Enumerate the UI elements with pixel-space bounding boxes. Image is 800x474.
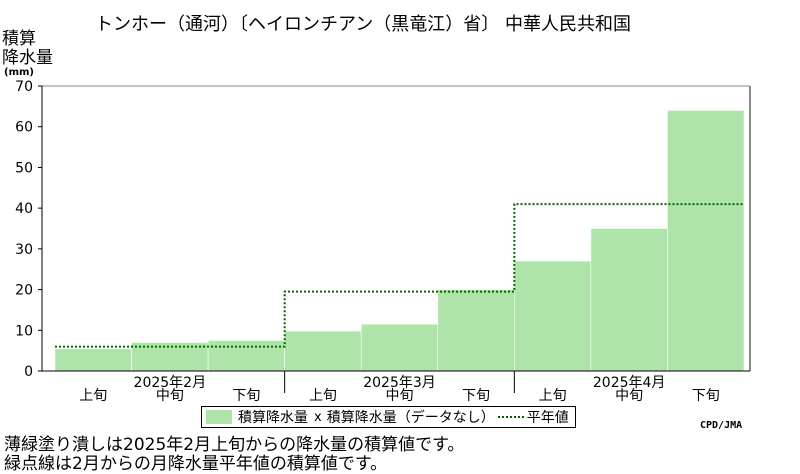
y-tick-label-50: 50 xyxy=(15,160,33,176)
y-tick-label-30: 30 xyxy=(15,242,33,258)
bar-4 xyxy=(284,330,362,372)
credit-text: CPD/JMA xyxy=(700,420,743,431)
legend-swatch-observed xyxy=(206,410,232,424)
y-tick-label-70: 70 xyxy=(15,79,33,95)
period-label-7: 上旬 xyxy=(539,388,567,404)
period-label-1: 上旬 xyxy=(79,388,107,404)
accumulated-bars xyxy=(54,110,745,372)
y-tick-label-0: 0 xyxy=(24,364,33,380)
period-label-8: 中旬 xyxy=(615,388,643,404)
bar-5 xyxy=(360,323,439,372)
y-tick-label-20: 20 xyxy=(15,283,33,299)
y-axis-label: 積算 降水量 xyxy=(2,30,53,68)
y-axis-label-line2: 降水量 xyxy=(2,48,53,68)
bar-1 xyxy=(54,348,132,372)
month-label-2: 2025年3月 xyxy=(363,375,436,391)
note-fill: 薄緑塗り潰しは2025年2月上旬からの降水量の積算値です。 xyxy=(4,435,465,455)
period-label-2: 中旬 xyxy=(156,388,184,404)
legend-label-normal: 平年値 xyxy=(526,410,569,426)
period-label-3: 下旬 xyxy=(232,388,260,404)
month-label-3: 2025年4月 xyxy=(593,375,666,391)
month-label-1: 2025年2月 xyxy=(134,375,207,391)
y-tick-label-60: 60 xyxy=(15,120,33,136)
chart-title: トンホー（通河）〔ヘイロンチアン（黒竜江）省〕 中華人民共和国 xyxy=(95,14,631,35)
period-label-5: 中旬 xyxy=(386,388,414,404)
y-axis-label-line1: 積算 xyxy=(2,29,36,49)
period-label-9: 下旬 xyxy=(692,388,720,404)
normal-line xyxy=(55,203,744,348)
y-tick-label-10: 10 xyxy=(15,323,33,339)
y-axis-unit: (mm) xyxy=(4,67,34,78)
bar-9 xyxy=(667,110,745,372)
y-tick-label-40: 40 xyxy=(15,201,33,217)
bar-8 xyxy=(590,228,668,372)
bar-6 xyxy=(437,289,515,372)
legend-line-normal xyxy=(497,416,524,418)
period-label-6: 下旬 xyxy=(462,388,490,404)
legend-label-observed: 積算降水量 xyxy=(238,410,308,426)
note-dotted: 緑点線は2月からの月降水量平年値の積算値です。 xyxy=(4,454,388,474)
normal-line-group xyxy=(55,203,744,348)
legend-label-missing: 積算降水量（データなし） xyxy=(326,410,495,426)
legend: 積算降水量 x 積算降水量（データなし） 平年値 xyxy=(201,406,576,428)
period-label-4: 上旬 xyxy=(309,388,337,404)
bar-3 xyxy=(207,340,285,372)
legend-marker-missing: x xyxy=(314,409,322,425)
bar-7 xyxy=(514,260,592,372)
